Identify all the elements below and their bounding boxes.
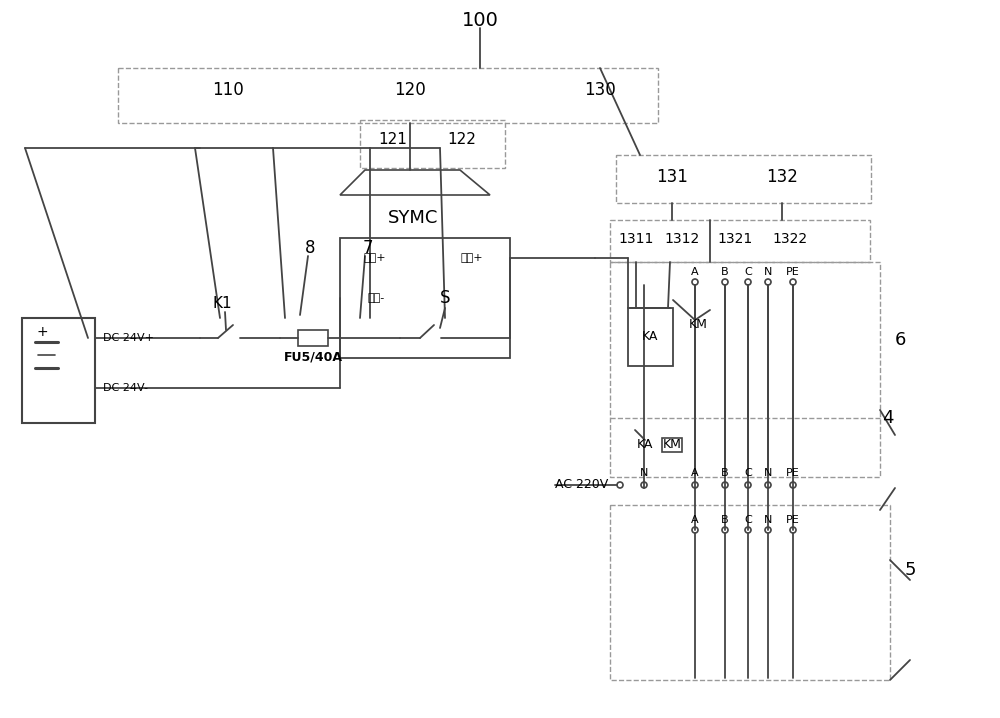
Bar [360, 120, 505, 168]
Bar [610, 220, 870, 262]
Bar [610, 505, 890, 680]
Text: B: B [721, 515, 729, 525]
Text: 输入-: 输入- [368, 293, 385, 303]
Text: PE: PE [786, 267, 800, 277]
Bar [340, 238, 510, 358]
Text: C: C [744, 515, 752, 525]
Text: 7: 7 [363, 239, 373, 257]
Text: 121: 121 [379, 133, 407, 147]
Text: K1: K1 [212, 296, 232, 310]
Text: 100: 100 [462, 11, 498, 29]
Bar [616, 155, 871, 203]
Text: SYMC: SYMC [388, 209, 438, 227]
Text: KM: KM [689, 319, 707, 332]
Text: 输入+: 输入+ [364, 253, 386, 263]
Text: A: A [691, 468, 699, 478]
Text: 1321: 1321 [717, 232, 753, 246]
Text: N: N [640, 468, 648, 478]
Bar [610, 262, 880, 477]
Text: 130: 130 [584, 81, 616, 99]
Text: 1312: 1312 [664, 232, 700, 246]
Text: 122: 122 [448, 133, 476, 147]
Text: 132: 132 [766, 168, 798, 186]
Bar [298, 330, 328, 346]
Text: KA: KA [637, 439, 653, 452]
Text: 输出+: 输出+ [461, 253, 483, 263]
Text: N: N [764, 267, 772, 277]
Text: A: A [691, 267, 699, 277]
Text: +: + [36, 325, 48, 339]
Text: 1311: 1311 [618, 232, 654, 246]
Text: 5: 5 [904, 561, 916, 579]
Text: DC 24V+: DC 24V+ [103, 333, 154, 343]
Text: A: A [691, 515, 699, 525]
Bar [628, 308, 673, 366]
Text: PE: PE [786, 515, 800, 525]
Text: 4: 4 [882, 409, 894, 427]
Text: KM: KM [663, 439, 681, 452]
Text: 120: 120 [394, 81, 426, 99]
Bar [22, 318, 95, 423]
Text: B: B [721, 267, 729, 277]
Text: N: N [764, 468, 772, 478]
Text: N: N [764, 515, 772, 525]
Text: AC 220V: AC 220V [555, 477, 608, 490]
Text: C: C [744, 267, 752, 277]
Text: KA: KA [642, 330, 658, 343]
Text: B: B [721, 468, 729, 478]
Text: S: S [440, 289, 450, 307]
Bar [118, 68, 658, 123]
Text: 1322: 1322 [772, 232, 808, 246]
Text: 110: 110 [212, 81, 244, 99]
Text: 131: 131 [656, 168, 688, 186]
Text: DC 24V-: DC 24V- [103, 383, 148, 393]
Text: PE: PE [786, 468, 800, 478]
Text: 6: 6 [894, 331, 906, 349]
Bar [662, 438, 682, 452]
Text: 8: 8 [305, 239, 315, 257]
Text: C: C [744, 468, 752, 478]
Text: FU5/40A: FU5/40A [284, 350, 342, 363]
